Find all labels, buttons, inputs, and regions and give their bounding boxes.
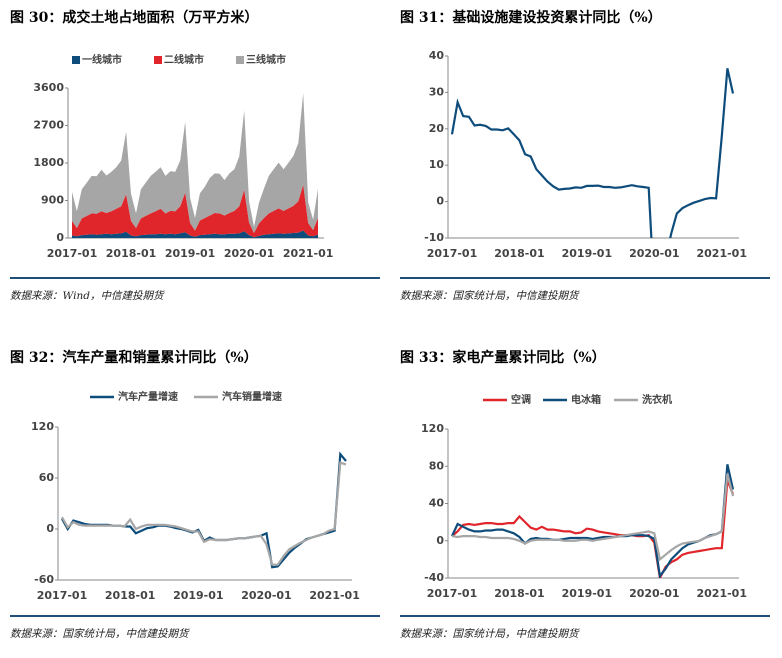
- figure-title: 图 33：家电产量累计同比（%）: [400, 349, 606, 366]
- x-tick-label: 2020-01: [629, 247, 680, 260]
- legend-swatch: [154, 56, 162, 64]
- line: [450, 68, 735, 238]
- source-note: 数据来源：Wind，中信建投期货: [10, 290, 165, 302]
- y-tick-label: -10: [424, 231, 444, 244]
- x-tick-label: 2017-01: [427, 587, 478, 600]
- x-tick-label: 2018-01: [494, 247, 545, 260]
- area: [72, 230, 318, 238]
- x-tick-label: 2020-01: [629, 587, 680, 600]
- line: [451, 479, 735, 578]
- line: [61, 461, 347, 566]
- legend-label: 汽车销量增速: [222, 390, 282, 403]
- legend-swatch: [72, 56, 80, 64]
- x-tick-label: 2019-01: [562, 587, 613, 600]
- y-tick-label: 3600: [33, 81, 64, 94]
- y-tick-label: 40: [429, 497, 445, 510]
- y-tick-label: 20: [429, 122, 445, 135]
- x-tick-label: 2017-01: [47, 247, 98, 260]
- figure-title: 图 32：汽车产量和销量累计同比（%）: [10, 349, 258, 366]
- x-tick-label: 2021-01: [309, 589, 360, 602]
- figure-title: 图 31：基础设施建设投资累计同比（%）: [400, 9, 662, 26]
- source-note: 数据来源：国家统计局，中信建投期货: [10, 628, 190, 640]
- y-tick-label: 120: [421, 422, 444, 435]
- legend-label: 一线城市: [82, 53, 122, 66]
- x-tick-label: 2018-01: [494, 587, 545, 600]
- x-tick-label: 2020-01: [241, 589, 292, 602]
- line: [451, 464, 735, 578]
- y-tick-label: 60: [39, 471, 55, 484]
- y-tick-label: 80: [429, 459, 445, 472]
- x-tick-label: 2021-01: [697, 247, 748, 260]
- legend-label: 三线城市: [246, 53, 286, 66]
- x-tick-label: 2017-01: [427, 247, 478, 260]
- area: [72, 93, 318, 233]
- y-tick-label: 2700: [33, 119, 64, 132]
- line: [451, 473, 735, 562]
- area: [72, 184, 318, 238]
- y-tick-label: 0: [56, 231, 64, 244]
- y-tick-label: -60: [34, 573, 54, 586]
- x-tick-label: 2019-01: [173, 589, 224, 602]
- legend-label: 电冰箱: [571, 393, 601, 406]
- legend-label: 汽车产量增速: [118, 390, 178, 403]
- x-tick-label: 2018-01: [106, 247, 157, 260]
- source-note: 数据来源：国家统计局，中信建投期货: [400, 628, 580, 640]
- y-tick-label: 900: [41, 194, 64, 207]
- y-tick-label: 0: [436, 195, 444, 208]
- legend-label: 二线城市: [164, 53, 204, 66]
- y-tick-label: 0: [436, 534, 444, 547]
- legend-label: 空调: [511, 393, 531, 406]
- y-tick-label: 40: [429, 49, 445, 62]
- x-tick-label: 2018-01: [105, 589, 156, 602]
- y-tick-label: 10: [429, 158, 445, 171]
- figure-title: 图 30：成交土地占地面积（万平方米）: [10, 9, 258, 26]
- x-tick-label: 2019-01: [165, 247, 216, 260]
- y-tick-label: 1800: [33, 156, 64, 169]
- x-tick-label: 2019-01: [562, 247, 613, 260]
- x-tick-label: 2021-01: [697, 587, 748, 600]
- legend-label: 洗衣机: [642, 393, 672, 406]
- x-tick-label: 2021-01: [283, 247, 334, 260]
- y-tick-label: 30: [429, 85, 445, 98]
- legend-swatch: [236, 56, 244, 64]
- y-tick-label: 120: [31, 420, 54, 433]
- source-note: 数据来源：国家统计局，中信建投期货: [400, 290, 580, 302]
- x-tick-label: 2017-01: [37, 589, 88, 602]
- x-tick-label: 2020-01: [224, 247, 275, 260]
- y-tick-label: -40: [424, 571, 444, 584]
- y-tick-label: 0: [46, 522, 54, 535]
- line: [61, 451, 347, 569]
